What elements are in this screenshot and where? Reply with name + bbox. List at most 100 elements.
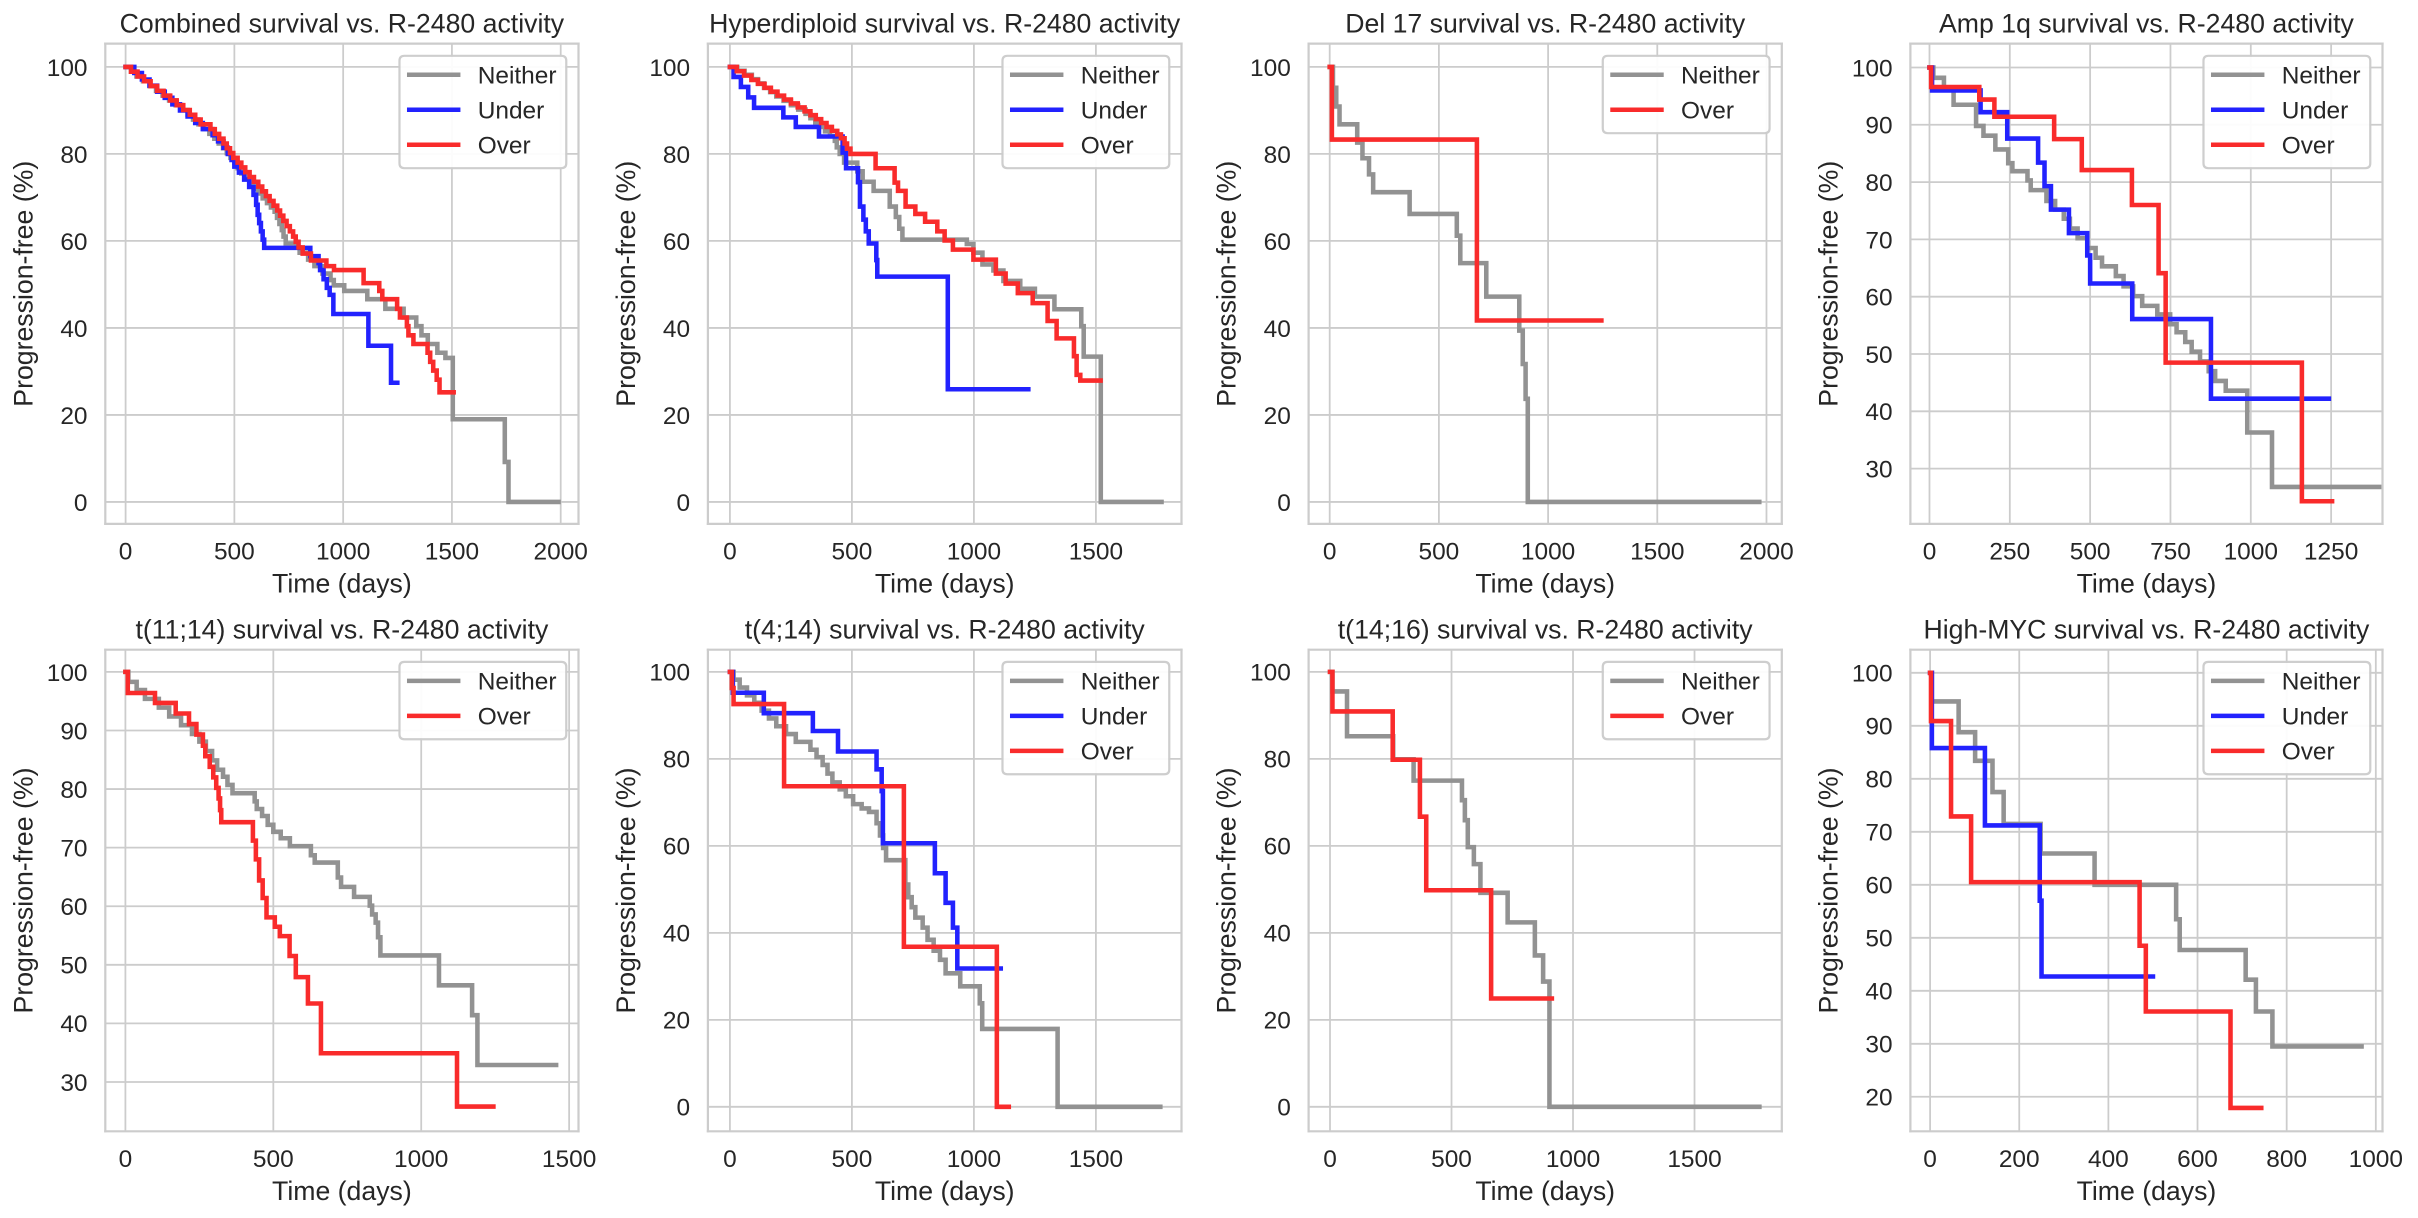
svg-text:Over: Over <box>1681 703 1734 730</box>
svg-text:100: 100 <box>1250 660 1291 687</box>
svg-text:0: 0 <box>74 490 88 517</box>
svg-text:500: 500 <box>832 1146 873 1173</box>
svg-text:Time (days): Time (days) <box>875 569 1015 599</box>
svg-text:80: 80 <box>1264 142 1291 169</box>
svg-text:30: 30 <box>1865 1032 1892 1059</box>
svg-text:60: 60 <box>1865 285 1892 312</box>
svg-text:Time (days): Time (days) <box>2077 1176 2217 1206</box>
svg-text:80: 80 <box>1865 767 1892 794</box>
svg-text:1000: 1000 <box>316 538 370 565</box>
svg-text:500: 500 <box>253 1146 294 1173</box>
svg-text:90: 90 <box>1865 113 1892 140</box>
svg-text:20: 20 <box>1264 1008 1291 1035</box>
svg-text:40: 40 <box>1264 921 1291 948</box>
svg-text:High-MYC survival vs. R-2480 a: High-MYC survival vs. R-2480 activity <box>1924 615 2371 645</box>
svg-text:40: 40 <box>1865 979 1892 1006</box>
svg-text:0: 0 <box>119 1146 133 1173</box>
svg-text:0: 0 <box>677 1095 691 1122</box>
svg-text:Under: Under <box>2282 97 2349 124</box>
svg-text:80: 80 <box>1865 170 1892 197</box>
svg-text:1500: 1500 <box>1069 1146 1123 1173</box>
svg-text:2000: 2000 <box>1739 538 1793 565</box>
svg-text:Under: Under <box>1081 703 1148 730</box>
svg-text:70: 70 <box>60 836 87 863</box>
svg-text:t(11;14) survival vs. R-2480 a: t(11;14) survival vs. R-2480 activity <box>135 615 548 645</box>
svg-text:1500: 1500 <box>1667 1146 1721 1173</box>
svg-text:Amp 1q survival vs. R-2480 act: Amp 1q survival vs. R-2480 activity <box>1939 8 2354 38</box>
svg-text:Progression-free (%): Progression-free (%) <box>611 161 641 407</box>
svg-text:Over: Over <box>1681 97 1734 124</box>
svg-text:Progression-free (%): Progression-free (%) <box>611 768 641 1014</box>
svg-text:400: 400 <box>2088 1146 2129 1173</box>
svg-text:1000: 1000 <box>947 538 1001 565</box>
svg-text:Over: Over <box>2282 738 2335 765</box>
svg-text:750: 750 <box>2150 538 2191 565</box>
svg-text:Progression-free (%): Progression-free (%) <box>8 768 38 1014</box>
svg-text:60: 60 <box>663 834 690 861</box>
svg-text:Over: Over <box>478 703 531 730</box>
svg-text:Neither: Neither <box>1081 668 1160 695</box>
svg-text:100: 100 <box>47 55 88 82</box>
svg-text:Neither: Neither <box>1081 62 1160 89</box>
svg-text:80: 80 <box>663 747 690 774</box>
svg-text:Under: Under <box>2282 703 2349 730</box>
svg-text:Over: Over <box>1081 738 1134 765</box>
svg-text:Del 17 survival vs. R-2480 act: Del 17 survival vs. R-2480 activity <box>1345 8 1746 38</box>
svg-text:60: 60 <box>60 229 87 256</box>
svg-text:Time (days): Time (days) <box>272 569 412 599</box>
svg-text:40: 40 <box>1865 399 1892 426</box>
svg-text:80: 80 <box>60 142 87 169</box>
svg-text:80: 80 <box>663 142 690 169</box>
svg-text:70: 70 <box>1865 227 1892 254</box>
svg-text:1250: 1250 <box>2304 538 2358 565</box>
svg-text:Over: Over <box>1081 132 1134 159</box>
svg-text:Over: Over <box>478 132 531 159</box>
svg-text:Neither: Neither <box>478 62 557 89</box>
svg-text:Progression-free (%): Progression-free (%) <box>1813 161 1843 407</box>
svg-text:500: 500 <box>1419 538 1460 565</box>
svg-text:1500: 1500 <box>1069 538 1123 565</box>
svg-text:500: 500 <box>1431 1146 1472 1173</box>
svg-text:20: 20 <box>1264 403 1291 430</box>
svg-text:20: 20 <box>663 403 690 430</box>
svg-text:40: 40 <box>663 316 690 343</box>
svg-text:Time (days): Time (days) <box>875 1176 1015 1206</box>
svg-text:800: 800 <box>2266 1146 2307 1173</box>
svg-text:1500: 1500 <box>425 538 479 565</box>
svg-text:40: 40 <box>60 316 87 343</box>
svg-text:20: 20 <box>60 403 87 430</box>
svg-text:Progression-free (%): Progression-free (%) <box>1212 161 1242 407</box>
svg-text:60: 60 <box>60 894 87 921</box>
svg-text:600: 600 <box>2177 1146 2218 1173</box>
svg-text:1000: 1000 <box>1546 1146 1600 1173</box>
svg-text:Time (days): Time (days) <box>272 1176 412 1206</box>
svg-text:0: 0 <box>1323 1146 1337 1173</box>
svg-text:40: 40 <box>663 921 690 948</box>
svg-text:50: 50 <box>60 953 87 980</box>
svg-text:20: 20 <box>663 1008 690 1035</box>
svg-text:Progression-free (%): Progression-free (%) <box>1813 768 1843 1014</box>
svg-text:100: 100 <box>1852 55 1893 82</box>
svg-text:90: 90 <box>1865 714 1892 741</box>
svg-text:500: 500 <box>2070 538 2111 565</box>
svg-text:500: 500 <box>214 538 255 565</box>
svg-text:t(14;16) survival vs. R-2480 a: t(14;16) survival vs. R-2480 activity <box>1338 615 1753 645</box>
svg-text:0: 0 <box>1923 1146 1937 1173</box>
svg-text:Under: Under <box>1081 97 1148 124</box>
svg-text:60: 60 <box>1264 229 1291 256</box>
svg-text:100: 100 <box>47 660 88 687</box>
svg-text:0: 0 <box>1277 490 1291 517</box>
svg-text:Progression-free (%): Progression-free (%) <box>8 161 38 407</box>
svg-text:1500: 1500 <box>1630 538 1684 565</box>
svg-text:60: 60 <box>663 229 690 256</box>
svg-text:80: 80 <box>60 777 87 804</box>
svg-text:Time (days): Time (days) <box>2077 569 2217 599</box>
svg-text:1500: 1500 <box>542 1146 596 1173</box>
svg-text:Time (days): Time (days) <box>1475 569 1615 599</box>
svg-text:Neither: Neither <box>2282 62 2361 89</box>
svg-text:Under: Under <box>478 97 545 124</box>
svg-text:100: 100 <box>1852 661 1893 688</box>
svg-text:100: 100 <box>649 55 690 82</box>
svg-text:Over: Over <box>2282 132 2335 159</box>
svg-text:1000: 1000 <box>1521 538 1575 565</box>
